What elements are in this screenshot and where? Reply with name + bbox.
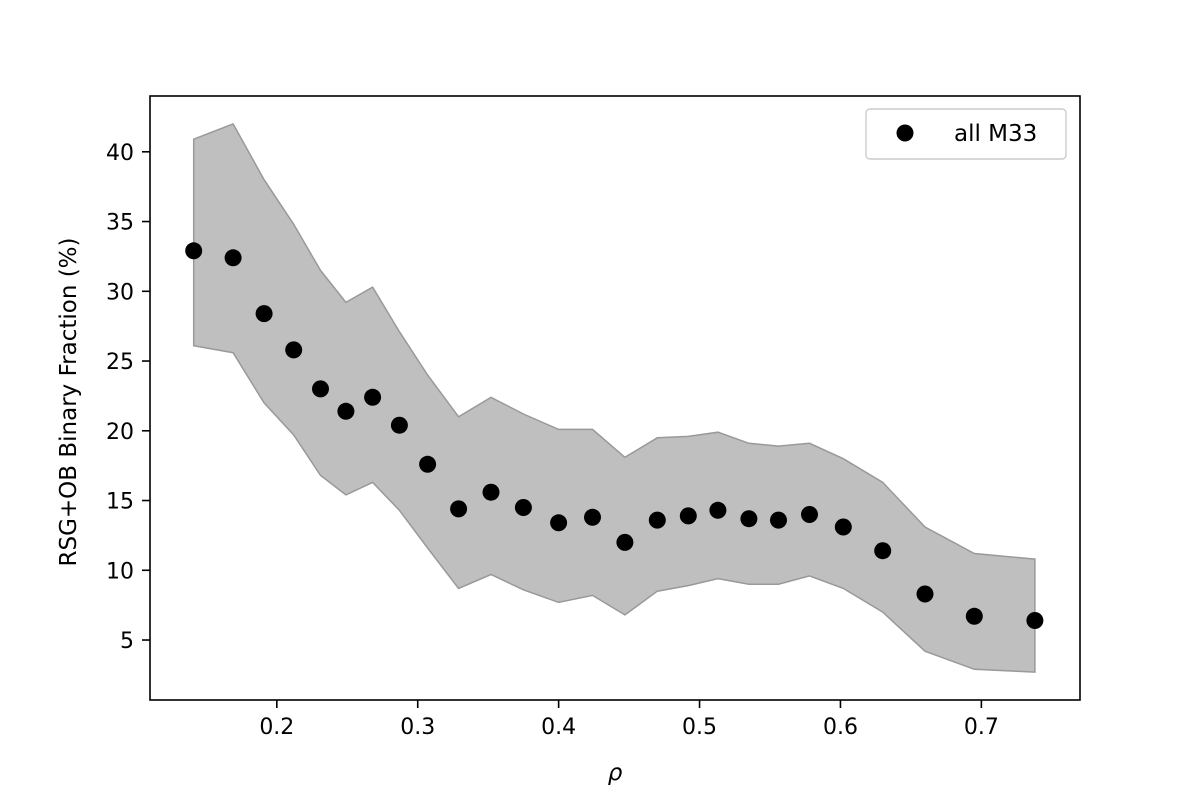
data-point — [450, 500, 468, 518]
legend-box — [865, 108, 1067, 160]
x-tick-label: 0.6 — [823, 715, 858, 740]
data-point — [1026, 612, 1044, 629]
plot-area — [185, 122, 1044, 673]
data-point — [916, 585, 934, 603]
data-point — [255, 305, 273, 323]
data-point — [482, 483, 500, 501]
data-point — [550, 514, 568, 532]
data-point — [740, 510, 758, 528]
y-tick-label: 5 — [120, 629, 134, 654]
data-point — [312, 380, 329, 398]
data-point — [709, 501, 727, 519]
data-point — [364, 388, 382, 406]
y-tick-label: 15 — [106, 490, 134, 515]
y-tick-label: 35 — [106, 211, 134, 236]
x-tick-label: 0.3 — [400, 715, 435, 740]
data-point — [185, 242, 203, 260]
x-axis-ticks: 0.2 0.3 0.4 0.5 0.6 0.7 — [259, 700, 999, 740]
data-point — [679, 507, 697, 525]
data-point — [801, 506, 818, 523]
data-point — [648, 511, 666, 529]
data-point — [224, 249, 242, 267]
y-tick-label: 30 — [106, 280, 134, 305]
axes-frame — [149, 95, 1081, 701]
y-tick-label: 10 — [106, 559, 134, 584]
data-point — [834, 518, 852, 536]
legend-marker-all-m33 — [896, 124, 914, 142]
data-point — [616, 533, 634, 551]
data-point — [285, 341, 303, 359]
y-tick-label: 40 — [106, 141, 134, 166]
y-tick-label: 25 — [106, 350, 134, 375]
data-point — [874, 542, 892, 560]
data-points — [185, 242, 1044, 629]
data-point — [965, 607, 983, 625]
data-point — [337, 402, 355, 420]
x-tick-label: 0.7 — [964, 715, 999, 740]
y-axis-label: RSG+OB Binary Fraction (%) — [56, 237, 82, 566]
data-point — [770, 511, 787, 529]
x-tick-label: 0.5 — [682, 715, 717, 740]
y-tick-label: 20 — [106, 420, 134, 445]
data-point — [419, 455, 437, 473]
legend: all M33 — [865, 108, 1067, 160]
data-point — [390, 416, 408, 434]
x-tick-label: 0.2 — [259, 715, 294, 740]
x-tick-label: 0.4 — [541, 715, 576, 740]
legend-label-all-m33: all M33 — [954, 121, 1037, 147]
y-axis-ticks: 5 10 15 20 25 30 35 40 — [106, 141, 150, 654]
data-point — [584, 508, 601, 526]
x-axis-label: ρ — [608, 760, 623, 786]
data-point — [514, 499, 532, 516]
confidence-band — [192, 122, 1036, 673]
